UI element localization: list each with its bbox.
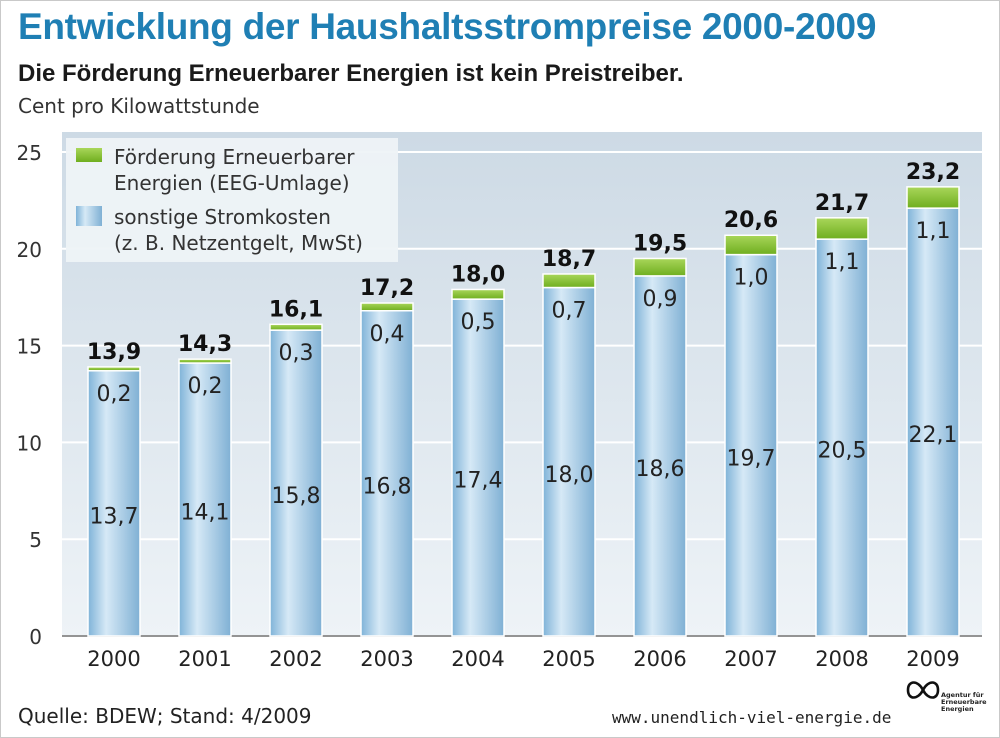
bar-eeg-2006: [633, 257, 687, 277]
chart-title: Entwicklung der Haushaltsstrompreise 200…: [18, 6, 877, 47]
bar-other-costs-2001: [178, 362, 232, 637]
logo-text: Agentur für Erneuerbare Energien: [941, 691, 987, 713]
data-label-other-2007: 19,7: [727, 446, 776, 471]
y-tick-label: 25: [17, 141, 42, 165]
data-label-other-2008: 20,5: [818, 439, 867, 464]
legend-swatch-other: [76, 206, 102, 226]
x-tick-label-2004: 2004: [451, 647, 504, 671]
data-label-eeg-2002: 0,3: [279, 341, 314, 366]
total-label-2000: 13,9: [87, 340, 141, 365]
bar-other-costs-2009: [906, 207, 960, 637]
x-tick-label-2009: 2009: [906, 647, 959, 671]
legend-label-eeg-line1: Förderung Erneuerbarer: [114, 145, 355, 169]
bar-other-costs-2003: [360, 310, 414, 637]
chart-subtitle: Die Förderung Erneuerbarer Energien ist …: [18, 60, 684, 87]
data-label-other-2004: 17,4: [454, 469, 503, 494]
website-url[interactable]: www.unendlich-viel-energie.de: [612, 708, 892, 727]
agency-logo: Agentur für Erneuerbare Energien: [905, 676, 987, 732]
y-tick-label: 10: [17, 431, 42, 455]
x-tick-label-2008: 2008: [815, 647, 868, 671]
x-tick-label-2006: 2006: [633, 647, 686, 671]
bar-other-costs-2002: [269, 329, 323, 637]
x-tick-label-2003: 2003: [360, 647, 413, 671]
data-label-eeg-2008: 1,1: [825, 250, 860, 275]
legend-label-other-line2: (z. B. Netzentgelt, MwSt): [114, 231, 363, 255]
unit-label: Cent pro Kilowattstunde: [18, 94, 260, 118]
stacked-bar-chart: 0 5 10 15 20 25 13,7 0,2 13,9 2000 14,1 0,2 14,3 2001…: [17, 132, 982, 671]
total-label-2004: 18,0: [451, 262, 505, 287]
bar-eeg-2002: [269, 323, 323, 331]
bar-other-costs-2006: [633, 275, 687, 637]
total-label-2001: 14,3: [178, 332, 232, 357]
source-note: Quelle: BDEW; Stand: 4/2009: [18, 704, 312, 728]
x-tick-label-2002: 2002: [269, 647, 322, 671]
x-tick-label-2005: 2005: [542, 647, 595, 671]
data-label-other-2009: 22,1: [909, 423, 958, 448]
data-label-eeg-2003: 0,4: [370, 322, 405, 347]
data-label-other-2002: 15,8: [272, 484, 321, 509]
data-label-eeg-2009: 1,1: [916, 219, 951, 244]
bar-other-costs-2008: [815, 238, 869, 637]
bar-other-costs-2004: [451, 298, 505, 637]
bar-eeg-2000: [87, 366, 141, 372]
data-label-eeg-2004: 0,5: [461, 310, 496, 335]
y-tick-label: 0: [29, 625, 42, 649]
infinity-icon: [906, 681, 940, 699]
total-label-2006: 19,5: [633, 231, 687, 256]
legend-label-other-line1: sonstige Stromkosten: [114, 205, 331, 229]
y-tick-label: 15: [17, 335, 42, 359]
bar-other-costs-2005: [542, 286, 596, 637]
legend-label-eeg-line2: Energien (EEG-Umlage): [114, 171, 350, 195]
data-label-other-2001: 14,1: [181, 501, 230, 526]
data-label-other-2006: 18,6: [636, 457, 685, 482]
data-label-other-2005: 18,0: [545, 463, 594, 488]
total-label-2005: 18,7: [542, 247, 596, 272]
total-label-2002: 16,1: [269, 297, 323, 322]
total-label-2007: 20,6: [724, 208, 778, 233]
bar-eeg-2005: [542, 273, 596, 289]
data-label-eeg-2001: 0,2: [188, 374, 223, 399]
x-tick-label-2000: 2000: [87, 647, 140, 671]
total-label-2003: 17,2: [360, 276, 414, 301]
data-label-other-2003: 16,8: [363, 474, 412, 499]
bar-eeg-2004: [451, 288, 505, 300]
total-label-2009: 23,2: [906, 160, 960, 185]
bar-other-costs-2000: [87, 370, 141, 637]
legend-swatch-eeg: [76, 148, 102, 162]
total-label-2008: 21,7: [815, 191, 869, 216]
bar-eeg-2008: [815, 217, 869, 240]
bar-other-costs-2007: [724, 253, 778, 637]
data-label-other-2000: 13,7: [90, 504, 139, 529]
data-label-eeg-2005: 0,7: [552, 299, 587, 324]
bar-eeg-2001: [178, 358, 232, 364]
data-label-eeg-2007: 1,0: [734, 266, 769, 291]
bar-eeg-2007: [724, 234, 778, 256]
data-label-eeg-2000: 0,2: [97, 382, 132, 407]
y-tick-label: 20: [17, 238, 42, 262]
bar-eeg-2009: [906, 186, 960, 209]
legend-box: [66, 138, 398, 262]
bar-eeg-2003: [360, 302, 414, 312]
x-tick-label-2001: 2001: [178, 647, 231, 671]
x-tick-label-2007: 2007: [724, 647, 777, 671]
y-tick-label: 5: [29, 528, 42, 552]
data-label-eeg-2006: 0,9: [643, 287, 678, 312]
